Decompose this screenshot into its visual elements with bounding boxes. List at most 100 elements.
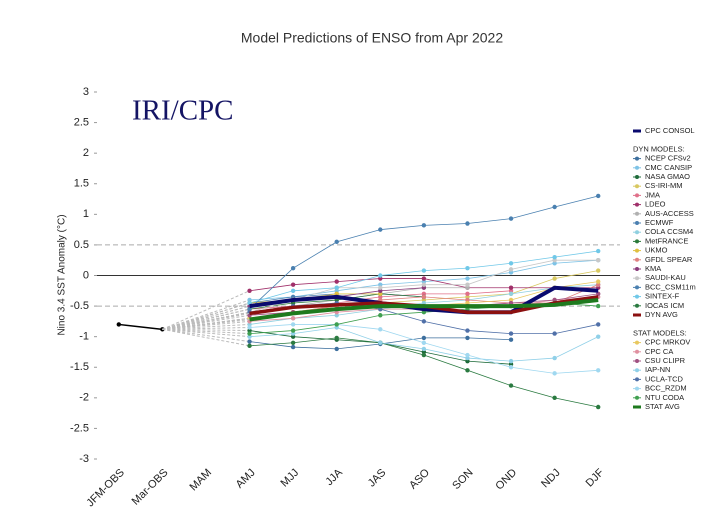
series-line <box>249 297 599 322</box>
legend-label: UCLA-TCD <box>645 374 684 383</box>
x-tick-label: AMJ <box>234 467 258 491</box>
point <box>596 322 601 327</box>
legend-marker <box>635 257 639 262</box>
legend-label: BCC_RZDM <box>645 384 687 393</box>
point <box>247 331 252 336</box>
legend-marker <box>635 377 639 382</box>
legend-heading: DYN MODELS: <box>633 144 685 153</box>
point <box>508 361 514 367</box>
legend-marker <box>635 248 639 253</box>
legend-marker <box>635 230 639 235</box>
legend-label: NTU CODA <box>645 393 684 402</box>
point <box>334 335 339 341</box>
point <box>421 346 427 352</box>
connector <box>162 317 250 330</box>
legend-marker <box>635 349 639 354</box>
point <box>465 276 470 281</box>
point <box>552 261 557 266</box>
point <box>421 297 427 303</box>
point <box>552 395 557 401</box>
legend-label: ECMWF <box>645 218 674 227</box>
legend-label: JMA <box>645 190 660 199</box>
legend-label: COLA CCSM4 <box>645 227 693 236</box>
point <box>334 291 339 297</box>
y-tick-label: -2 <box>79 392 89 404</box>
legend-label: NASA GMAO <box>645 172 690 181</box>
point <box>116 322 121 327</box>
point <box>465 285 470 290</box>
point <box>596 258 601 263</box>
point <box>334 279 339 284</box>
y-tick-label: 2.5 <box>74 116 89 128</box>
point <box>421 223 427 228</box>
point <box>552 371 557 376</box>
point <box>508 267 514 272</box>
point <box>465 221 470 226</box>
x-tick-label: MJJ <box>279 467 302 490</box>
legend-label: GFDL SPEAR <box>645 255 693 264</box>
point <box>247 328 252 333</box>
series-line <box>249 285 599 315</box>
connector <box>162 308 250 330</box>
point <box>247 343 252 349</box>
legend-marker <box>635 175 639 179</box>
point <box>421 285 427 290</box>
point <box>378 294 383 300</box>
point <box>465 265 470 271</box>
legend-marker <box>635 368 639 373</box>
y-tick-label: -0.5 <box>70 300 89 312</box>
point <box>508 261 514 266</box>
legend-label: CPC CONSOL <box>645 126 695 135</box>
point <box>334 313 339 318</box>
legend-marker <box>635 395 639 400</box>
x-tick-label: JFM-OBS <box>84 467 127 510</box>
connector <box>162 328 250 347</box>
point <box>508 297 514 303</box>
legend-label: DYN AVG <box>645 310 678 319</box>
legend-heading: STAT MODELS: <box>633 328 687 337</box>
point <box>247 297 252 303</box>
point <box>290 316 296 321</box>
point <box>378 313 383 318</box>
y-tick-label: -1 <box>79 331 89 343</box>
point <box>421 279 427 284</box>
connector <box>162 319 250 330</box>
x-tick-label: DJF <box>584 466 607 489</box>
point <box>596 268 601 273</box>
connector <box>162 320 250 330</box>
point <box>421 268 427 273</box>
chart-title: Model Predictions of ENSO from Apr 2022 <box>241 30 503 46</box>
point <box>552 254 557 260</box>
point <box>465 368 470 373</box>
point <box>508 285 514 290</box>
point <box>334 346 339 352</box>
x-tick-label: OND <box>493 467 519 493</box>
legend-label: KMA <box>645 264 661 273</box>
y-axis-label: Nino 3.4 SST Anomaly (°C) <box>57 214 68 335</box>
point <box>334 288 339 293</box>
point <box>378 291 383 297</box>
point <box>508 365 514 370</box>
point <box>378 327 383 332</box>
point <box>421 291 427 297</box>
point <box>334 239 339 245</box>
point <box>421 352 427 358</box>
point <box>290 265 296 271</box>
point <box>596 279 601 284</box>
legend-label: SAUDI-KAU <box>645 273 686 282</box>
point <box>465 355 470 361</box>
point <box>378 340 383 345</box>
point <box>465 358 470 364</box>
y-tick-label: 0.5 <box>74 239 89 251</box>
point <box>378 285 383 290</box>
point <box>378 282 383 287</box>
point <box>334 322 339 327</box>
legend-marker <box>635 294 639 299</box>
legend-marker <box>635 202 639 207</box>
point <box>552 355 557 361</box>
legend-marker <box>635 193 639 198</box>
legend-label: STAT AVG <box>645 402 680 411</box>
legend-marker <box>635 340 639 345</box>
point <box>247 325 252 330</box>
point <box>596 303 601 309</box>
